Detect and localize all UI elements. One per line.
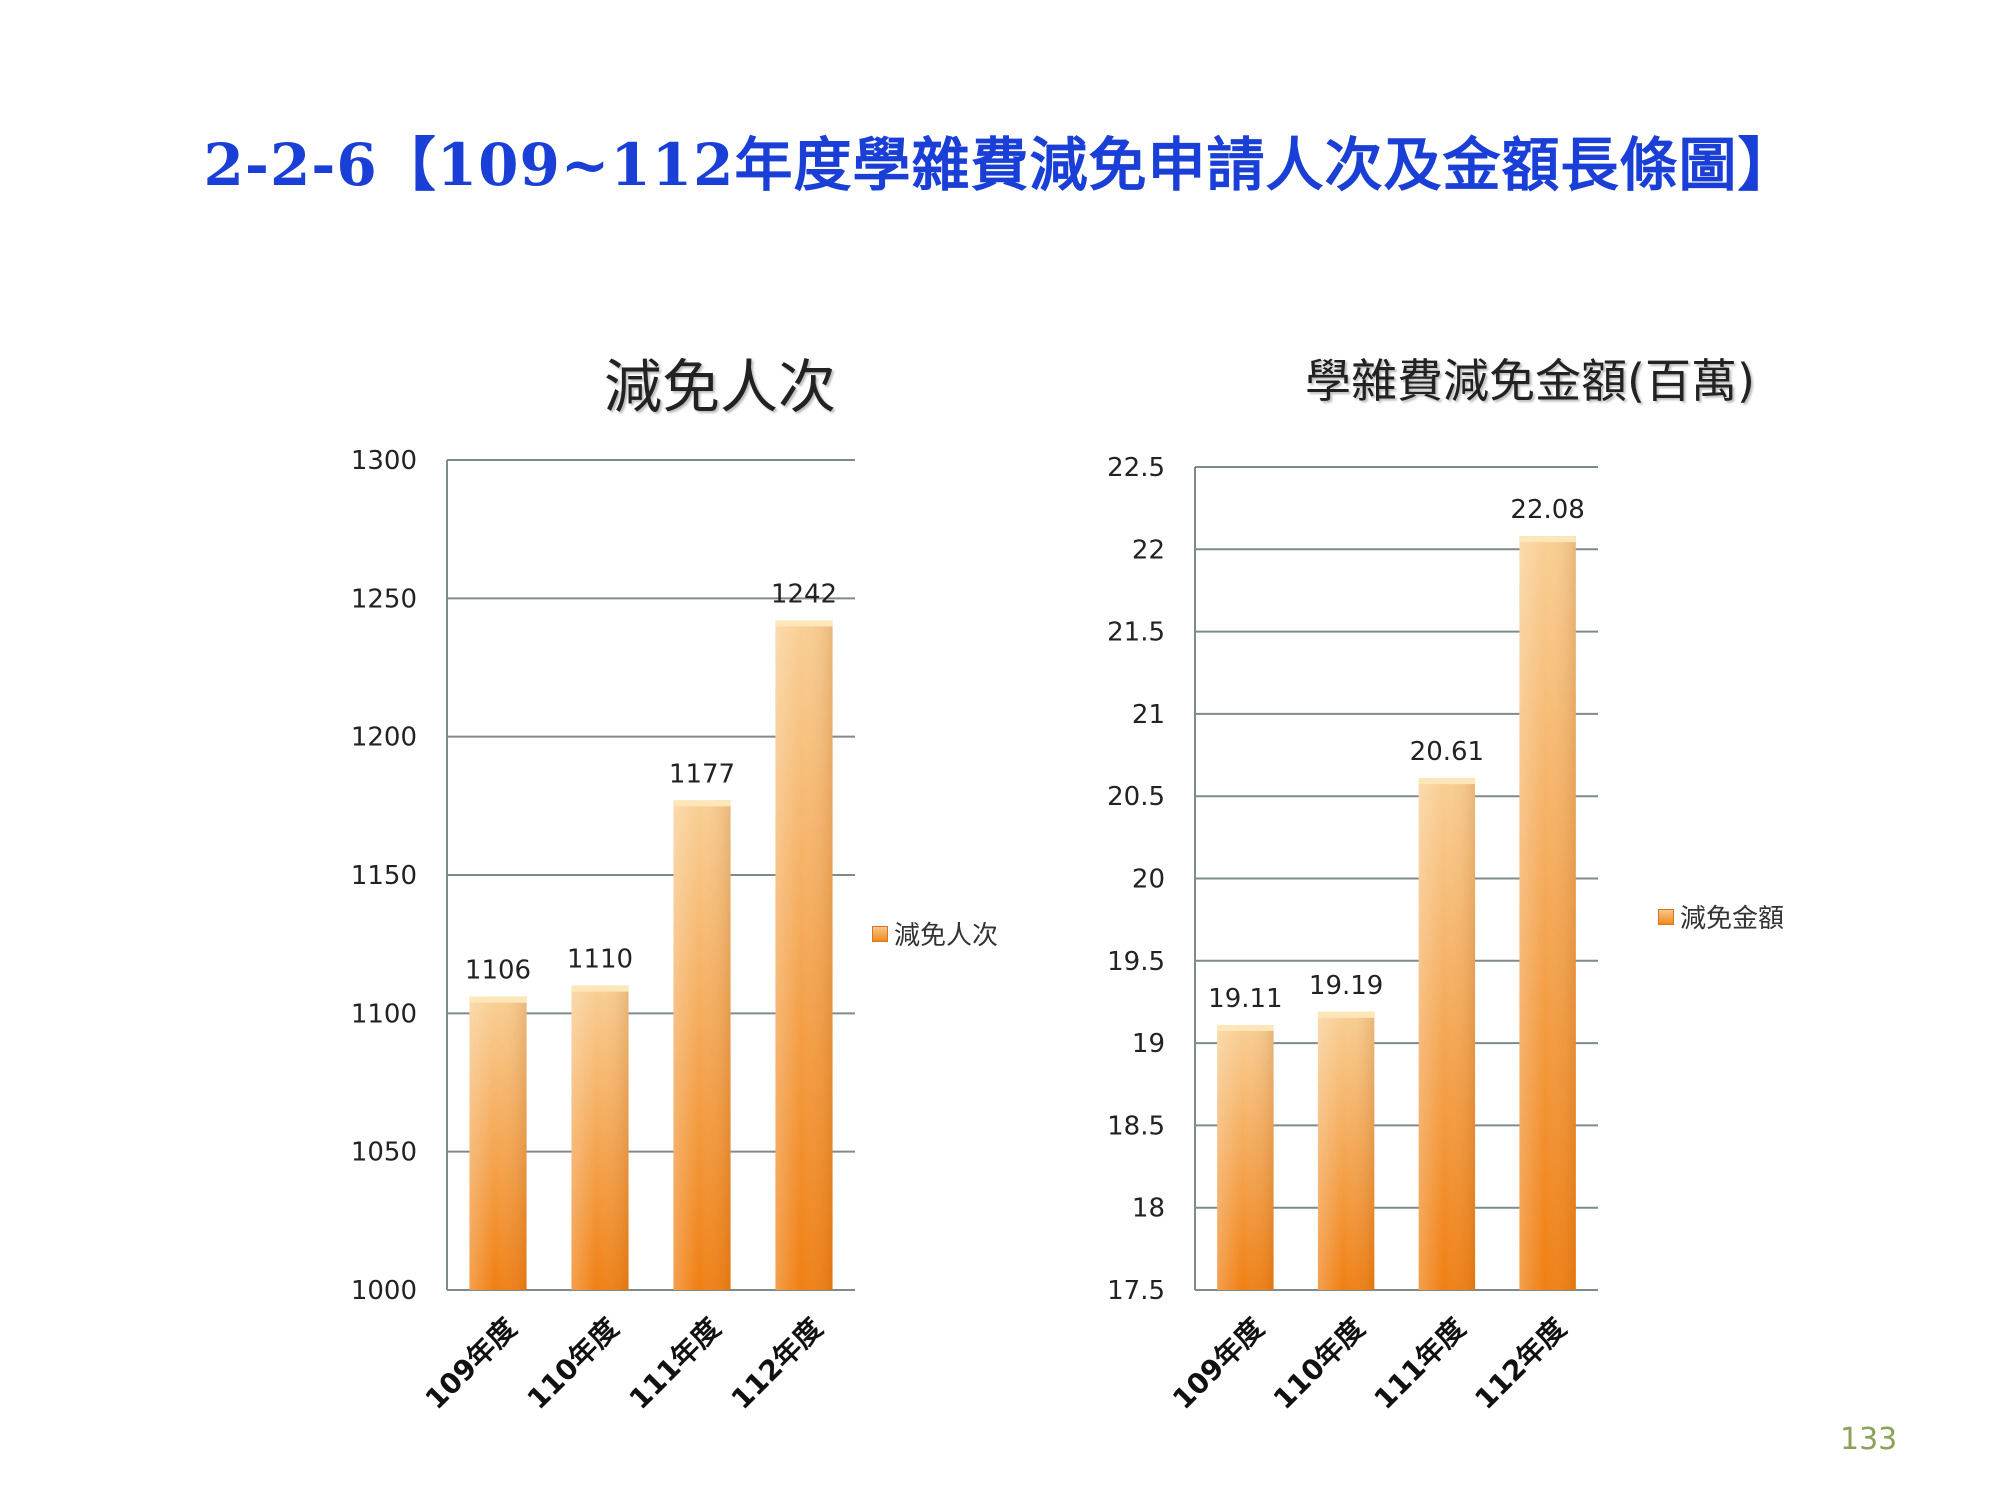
bar-shading <box>1519 536 1576 1290</box>
x-tick-label: 110年度 <box>1267 1312 1371 1416</box>
y-tick-label: 21 <box>1132 700 1165 730</box>
legend-label: 減免金額 <box>1680 904 1785 934</box>
bar-shading <box>1217 1024 1274 1290</box>
bar-cap <box>1217 1024 1274 1031</box>
bar-cap <box>1418 778 1476 785</box>
bar-cap <box>1519 536 1576 543</box>
bar-shading <box>469 996 527 1290</box>
legend-count: 減免人次 <box>872 915 998 952</box>
y-tick-label: 17.5 <box>1107 1276 1165 1306</box>
legend-amount: 減免金額 <box>1658 898 1784 935</box>
x-tick-label: 109年度 <box>1166 1312 1270 1416</box>
legend-swatch <box>1658 908 1674 925</box>
data-label: 1242 <box>771 579 837 609</box>
data-label: 1110 <box>567 945 633 975</box>
y-tick-label: 1000 <box>351 1276 417 1306</box>
chart-title-count: 減免人次 <box>603 353 836 421</box>
y-tick-label: 21.5 <box>1107 618 1165 648</box>
y-tick-label: 1300 <box>351 446 417 476</box>
bar-shading <box>775 620 833 1290</box>
y-tick-label: 20 <box>1132 865 1165 895</box>
x-tick-label: 111年度 <box>1368 1312 1472 1416</box>
bar-cap <box>571 985 629 992</box>
y-tick-label: 18.5 <box>1107 1111 1165 1141</box>
bar-shading <box>1418 778 1476 1290</box>
data-label: 19.19 <box>1309 971 1383 1001</box>
y-tick-label: 19 <box>1132 1029 1165 1059</box>
legend-label: 減免人次 <box>894 921 999 951</box>
y-tick-label: 22 <box>1132 535 1165 565</box>
y-tick-label: 1200 <box>351 723 417 753</box>
y-tick-label: 20.5 <box>1107 782 1165 812</box>
bar-cap <box>775 620 833 627</box>
y-tick-label: 1100 <box>351 999 417 1029</box>
bar-shading <box>1317 1011 1375 1290</box>
data-label: 22.08 <box>1510 495 1584 525</box>
data-label: 1106 <box>465 956 531 986</box>
bar-shading <box>673 800 731 1290</box>
y-tick-label: 22.5 <box>1107 453 1165 483</box>
page-title: 2-2-6【109~112年度學雜費減免申請人次及金額長條圖】 <box>203 131 1797 199</box>
bar-shading <box>571 985 629 1290</box>
y-tick-label: 1250 <box>351 584 417 614</box>
bar-cap <box>673 800 731 807</box>
y-tick-label: 1150 <box>351 861 417 891</box>
chart-title-amount: 學雜費減免金額(百萬) <box>1305 354 1755 408</box>
y-tick-label: 18 <box>1132 1194 1165 1224</box>
y-tick-label: 19.5 <box>1107 947 1165 977</box>
x-tick-label: 112年度 <box>1468 1312 1572 1416</box>
bar-cap <box>469 996 527 1003</box>
legend-swatch <box>872 925 888 942</box>
data-label: 1177 <box>669 759 735 789</box>
bar-cap <box>1317 1011 1375 1018</box>
data-label: 19.11 <box>1208 984 1282 1014</box>
page-number: 133 <box>1840 1422 1898 1457</box>
data-label: 20.61 <box>1410 737 1484 767</box>
y-tick-label: 1050 <box>351 1138 417 1168</box>
